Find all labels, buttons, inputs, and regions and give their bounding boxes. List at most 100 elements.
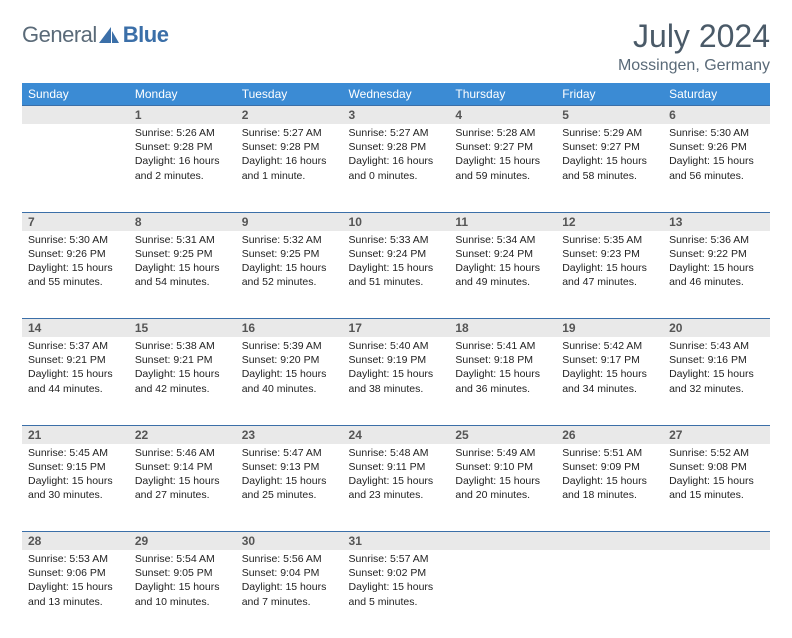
day-content-cell: Sunrise: 5:41 AMSunset: 9:18 PMDaylight:… [449,337,556,425]
day-number-row: 14151617181920 [22,319,770,338]
sunset-line: Sunset: 9:21 PM [28,353,123,367]
weekday-header-row: Sunday Monday Tuesday Wednesday Thursday… [22,83,770,106]
daylight-line: Daylight: 15 hours and 5 minutes. [349,580,444,608]
day-content-cell: Sunrise: 5:32 AMSunset: 9:25 PMDaylight:… [236,231,343,319]
daylight-line: Daylight: 15 hours and 27 minutes. [135,474,230,502]
sunset-line: Sunset: 9:27 PM [562,140,657,154]
sunrise-line: Sunrise: 5:28 AM [455,126,550,140]
sunrise-line: Sunrise: 5:49 AM [455,446,550,460]
sunrise-line: Sunrise: 5:35 AM [562,233,657,247]
logo-text-blue: Blue [123,22,169,48]
day-number-cell: 26 [556,425,663,444]
daylight-line: Daylight: 15 hours and 46 minutes. [669,261,764,289]
sunrise-line: Sunrise: 5:54 AM [135,552,230,566]
sunrise-line: Sunrise: 5:27 AM [349,126,444,140]
day-number-cell [556,532,663,551]
sunrise-line: Sunrise: 5:30 AM [669,126,764,140]
daylight-line: Daylight: 15 hours and 59 minutes. [455,154,550,182]
daylight-line: Daylight: 16 hours and 2 minutes. [135,154,230,182]
sunrise-line: Sunrise: 5:57 AM [349,552,444,566]
day-number-cell: 31 [343,532,450,551]
day-number-cell: 2 [236,106,343,125]
day-number-cell: 5 [556,106,663,125]
sunset-line: Sunset: 9:04 PM [242,566,337,580]
day-content-cell: Sunrise: 5:31 AMSunset: 9:25 PMDaylight:… [129,231,236,319]
day-number-cell [449,532,556,551]
sunrise-line: Sunrise: 5:42 AM [562,339,657,353]
sunset-line: Sunset: 9:23 PM [562,247,657,261]
daylight-line: Daylight: 15 hours and 23 minutes. [349,474,444,502]
header: General Blue July 2024 Mossingen, German… [22,18,770,75]
sunrise-line: Sunrise: 5:34 AM [455,233,550,247]
daylight-line: Daylight: 15 hours and 44 minutes. [28,367,123,395]
daylight-line: Daylight: 15 hours and 10 minutes. [135,580,230,608]
day-number-cell: 13 [663,212,770,231]
sunrise-line: Sunrise: 5:41 AM [455,339,550,353]
daylight-line: Daylight: 15 hours and 55 minutes. [28,261,123,289]
sunrise-line: Sunrise: 5:47 AM [242,446,337,460]
sunrise-line: Sunrise: 5:29 AM [562,126,657,140]
day-number-cell: 1 [129,106,236,125]
day-number-row: 21222324252627 [22,425,770,444]
sunset-line: Sunset: 9:19 PM [349,353,444,367]
day-content-cell: Sunrise: 5:43 AMSunset: 9:16 PMDaylight:… [663,337,770,425]
daylight-line: Daylight: 15 hours and 36 minutes. [455,367,550,395]
sunrise-line: Sunrise: 5:52 AM [669,446,764,460]
day-content-cell: Sunrise: 5:30 AMSunset: 9:26 PMDaylight:… [663,124,770,212]
day-number-row: 78910111213 [22,212,770,231]
day-content-cell [449,550,556,638]
sunrise-line: Sunrise: 5:37 AM [28,339,123,353]
daylight-line: Daylight: 15 hours and 18 minutes. [562,474,657,502]
sunset-line: Sunset: 9:24 PM [349,247,444,261]
sunrise-line: Sunrise: 5:40 AM [349,339,444,353]
sunrise-line: Sunrise: 5:31 AM [135,233,230,247]
sunset-line: Sunset: 9:15 PM [28,460,123,474]
day-content-cell: Sunrise: 5:49 AMSunset: 9:10 PMDaylight:… [449,444,556,532]
sunset-line: Sunset: 9:24 PM [455,247,550,261]
day-number-cell: 27 [663,425,770,444]
day-content-cell [22,124,129,212]
day-number-cell: 18 [449,319,556,338]
daylight-line: Daylight: 15 hours and 47 minutes. [562,261,657,289]
day-content-cell: Sunrise: 5:42 AMSunset: 9:17 PMDaylight:… [556,337,663,425]
sunset-line: Sunset: 9:16 PM [669,353,764,367]
day-number-cell: 11 [449,212,556,231]
day-number-cell: 4 [449,106,556,125]
day-content-cell: Sunrise: 5:35 AMSunset: 9:23 PMDaylight:… [556,231,663,319]
sunset-line: Sunset: 9:18 PM [455,353,550,367]
day-content-row: Sunrise: 5:53 AMSunset: 9:06 PMDaylight:… [22,550,770,638]
day-number-cell: 8 [129,212,236,231]
daylight-line: Daylight: 15 hours and 51 minutes. [349,261,444,289]
day-content-cell: Sunrise: 5:57 AMSunset: 9:02 PMDaylight:… [343,550,450,638]
daylight-line: Daylight: 15 hours and 30 minutes. [28,474,123,502]
day-content-cell: Sunrise: 5:54 AMSunset: 9:05 PMDaylight:… [129,550,236,638]
sunset-line: Sunset: 9:11 PM [349,460,444,474]
weekday-header: Saturday [663,83,770,106]
daylight-line: Daylight: 15 hours and 34 minutes. [562,367,657,395]
day-content-cell: Sunrise: 5:34 AMSunset: 9:24 PMDaylight:… [449,231,556,319]
logo: General Blue [22,18,168,48]
day-content-cell: Sunrise: 5:27 AMSunset: 9:28 PMDaylight:… [236,124,343,212]
sunrise-line: Sunrise: 5:51 AM [562,446,657,460]
day-content-cell: Sunrise: 5:30 AMSunset: 9:26 PMDaylight:… [22,231,129,319]
sunset-line: Sunset: 9:25 PM [242,247,337,261]
day-content-row: Sunrise: 5:30 AMSunset: 9:26 PMDaylight:… [22,231,770,319]
day-content-cell: Sunrise: 5:46 AMSunset: 9:14 PMDaylight:… [129,444,236,532]
day-content-cell: Sunrise: 5:27 AMSunset: 9:28 PMDaylight:… [343,124,450,212]
daylight-line: Daylight: 15 hours and 42 minutes. [135,367,230,395]
day-number-cell [663,532,770,551]
sunrise-line: Sunrise: 5:27 AM [242,126,337,140]
logo-text-general: General [22,22,97,48]
day-content-cell: Sunrise: 5:38 AMSunset: 9:21 PMDaylight:… [129,337,236,425]
day-number-cell: 17 [343,319,450,338]
daylight-line: Daylight: 15 hours and 56 minutes. [669,154,764,182]
day-number-cell: 19 [556,319,663,338]
day-content-cell: Sunrise: 5:40 AMSunset: 9:19 PMDaylight:… [343,337,450,425]
day-number-cell: 30 [236,532,343,551]
sunset-line: Sunset: 9:22 PM [669,247,764,261]
day-content-cell: Sunrise: 5:45 AMSunset: 9:15 PMDaylight:… [22,444,129,532]
daylight-line: Daylight: 15 hours and 13 minutes. [28,580,123,608]
day-number-cell: 21 [22,425,129,444]
sunrise-line: Sunrise: 5:36 AM [669,233,764,247]
day-number-cell: 14 [22,319,129,338]
